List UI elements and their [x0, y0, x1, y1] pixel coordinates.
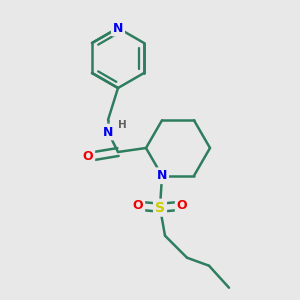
Text: O: O [177, 199, 187, 212]
Text: N: N [113, 22, 123, 34]
Text: N: N [103, 125, 113, 139]
Text: S: S [155, 201, 165, 215]
Text: H: H [118, 120, 126, 130]
Text: O: O [133, 199, 143, 212]
Text: N: N [157, 169, 167, 182]
Text: O: O [83, 151, 93, 164]
